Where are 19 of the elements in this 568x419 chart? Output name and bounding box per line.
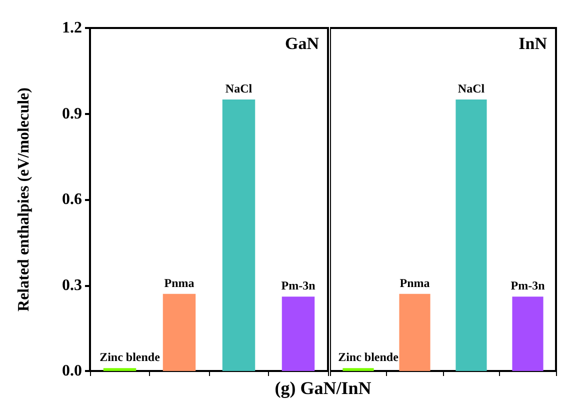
y-tick-label: 0.6 xyxy=(62,191,82,208)
bar xyxy=(512,296,544,371)
y-axis-title: Related enthalpies (eV/molecule) xyxy=(16,88,32,312)
bar xyxy=(103,368,136,371)
y-tick-label: 0.3 xyxy=(62,276,82,294)
chart-title: GaN xyxy=(285,34,320,53)
y-tick-label: 0.0 xyxy=(62,362,82,380)
text: (g) GaN/InN xyxy=(274,378,372,399)
bar xyxy=(282,296,315,371)
bar xyxy=(342,368,374,371)
category-label: Zinc blende xyxy=(338,350,398,364)
y-tick-label: 0.9 xyxy=(62,105,82,122)
bar xyxy=(162,294,196,371)
bar xyxy=(222,99,256,371)
bar xyxy=(399,294,430,371)
chart-title: InN xyxy=(518,34,548,53)
bar xyxy=(456,99,487,371)
y-tick-label: 1.2 xyxy=(62,20,82,36)
category-label: NaCl xyxy=(458,81,485,96)
